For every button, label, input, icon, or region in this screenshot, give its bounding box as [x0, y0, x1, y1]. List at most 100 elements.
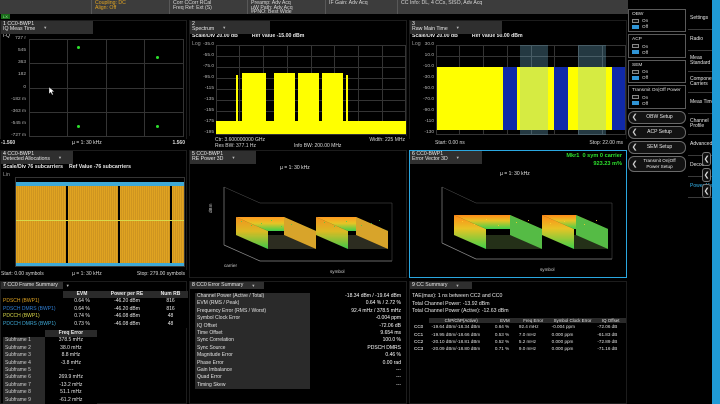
- panel-spectrum[interactable]: Scale/Div 20.00 dB Ref Value -15.00 dBm …: [189, 20, 407, 145]
- scroll-left-button-2[interactable]: ❮: [702, 168, 711, 182]
- iq-x-right: 1.560: [172, 139, 185, 146]
- panel-header-errorsummary[interactable]: 8 CC0 Error Summary ▼: [190, 282, 264, 290]
- table-row[interactable]: Subframe 3 8.8 mHz: [3, 352, 97, 360]
- table-row[interactable]: CC0 -19.64 dBm/-18.34 dBm 0.64 % 92.4 mH…: [412, 323, 626, 331]
- toggle-on-icon[interactable]: [632, 50, 639, 55]
- acp-on-option[interactable]: On: [632, 44, 682, 49]
- panel-re-power-3d[interactable]: µ = 1: 30 kHz: [189, 150, 407, 278]
- table-row[interactable]: CC1 -19.95 dBm/-18.66 dBm 0.53 % 7.0 mHz…: [412, 330, 626, 339]
- table-row[interactable]: Channel Power (Active / Total) -18.34 dBm…: [195, 293, 403, 301]
- col-blank: [412, 318, 430, 324]
- panel-header-spectrum[interactable]: 2 Spectrum ▼: [190, 21, 270, 34]
- chevron-down-icon[interactable]: ▼: [222, 24, 227, 30]
- panel-title: CC0 Frame Summary: [7, 282, 58, 288]
- table-row[interactable]: Sync Source PDSCH DMRS: [195, 344, 403, 353]
- table-row[interactable]: PDCCH DMRS (BWP1) 0.73 % -46.08 dBm 48: [1, 320, 188, 329]
- row-label: Subframe 9: [3, 396, 45, 404]
- toggle-on-icon[interactable]: [632, 101, 639, 106]
- toggle-off-icon[interactable]: [632, 18, 639, 23]
- y-tick: -95.0: [203, 75, 214, 80]
- chevron-down-icon[interactable]: ▼: [58, 154, 62, 160]
- table-row[interactable]: Subframe 4 -3.8 mHz: [3, 359, 97, 368]
- table-row[interactable]: Frequency Error (RMS / Worst) 92.4 mHz / …: [195, 307, 403, 316]
- panel-iq-meas-time[interactable]: 727 r 545 363 182 0 -182 m -363 m -545 m…: [0, 20, 187, 145]
- panel-header-alloc[interactable]: 4 CC0-BWP1 Detected Allocations ▼: [1, 151, 73, 164]
- chevron-down-icon[interactable]: ▼: [231, 154, 236, 160]
- chevron-down-icon[interactable]: ▼: [251, 283, 256, 288]
- chevron-down-icon[interactable]: ▼: [43, 24, 48, 30]
- table-row[interactable]: PDSCH DMRS (BWP1) 0.64 % -46.20 dBm 816: [1, 305, 188, 314]
- panel-detected-allocations[interactable]: Scale/Div 76 subcarriers Ref Value -76 s…: [0, 150, 187, 278]
- rawtime-grid: [436, 45, 626, 135]
- panel-header-repower[interactable]: 5 CC0-BWP1 RE Power 3D ▼: [190, 151, 256, 164]
- panel-cc-summary[interactable]: 9 CC Summary ▼ TAE(max): 1 ns between CC…: [409, 281, 627, 404]
- table-row[interactable]: Subframe 6 269.9 mHz: [3, 374, 97, 382]
- panel-subtitle: IQ Meas Time: [3, 26, 36, 33]
- obw-group[interactable]: OBW On Off: [628, 9, 686, 33]
- table-row[interactable]: EVM (RMS / Peak) 0.64 % / 2.72 %: [195, 300, 403, 308]
- chevron-down-icon[interactable]: ▼: [455, 154, 460, 160]
- table-row[interactable]: Subframe 1 378.5 mHz: [3, 337, 97, 345]
- sem-off-option[interactable]: Off: [632, 75, 682, 80]
- y-tick: -545 m: [11, 121, 26, 126]
- transmit-off-option[interactable]: Off: [632, 101, 682, 106]
- obw-on-option[interactable]: On: [632, 18, 682, 23]
- acp-setup-button[interactable]: ❮ ACP Setup: [628, 125, 686, 139]
- scroll-left-button-1[interactable]: ❮: [702, 152, 711, 166]
- table-row[interactable]: Symbol Clock Error -0.004 ppm: [195, 315, 403, 323]
- sem-setup-button[interactable]: ❮ SEM Setup: [628, 140, 686, 154]
- marker-position: 0 sym 0 carrier: [582, 153, 623, 159]
- toggle-off-icon[interactable]: [632, 95, 639, 100]
- panel-frame-summary[interactable]: 7 CC0 Frame Summary ▼ EVM Power per RE N…: [0, 281, 188, 404]
- acp-off-option[interactable]: Off: [632, 50, 682, 55]
- panel-header-rawtime[interactable]: 3 Raw Main Time ▼: [410, 21, 502, 34]
- panel-header-ccsummary[interactable]: 9 CC Summary ▼: [410, 282, 472, 290]
- panel-error-vector-3d[interactable]: Mkr1 0 sym 0 carrier 923.23 m% µ = 1: 30…: [409, 150, 627, 278]
- acp-group[interactable]: ACP On Off: [628, 34, 686, 58]
- toggle-on-icon[interactable]: [632, 24, 639, 29]
- table-row[interactable]: Subframe 5 ---: [3, 367, 97, 375]
- panel-error-summary[interactable]: 8 CC0 Error Summary ▼ Channel Power (Act…: [189, 281, 407, 404]
- table-row[interactable]: Timing Skew ---: [195, 381, 403, 390]
- table-row[interactable]: Gain Imbalance ---: [195, 367, 403, 375]
- row-label: Gain Imbalance: [195, 367, 310, 375]
- table-row[interactable]: Time Offset 9.654 ms: [195, 330, 403, 338]
- table-row[interactable]: Subframe 9 -61.2 mHz: [3, 396, 97, 404]
- table-row[interactable]: Subframe 7 -13.2 mHz: [3, 381, 97, 390]
- rawtime-start: Start: 0.00 ns: [435, 139, 465, 146]
- toggle-off-icon[interactable]: [632, 69, 639, 74]
- panel-raw-main-time[interactable]: Scale/Div 20.00 dB Ref Value 50.00 dBm L…: [409, 20, 627, 145]
- panel-header-framesummary[interactable]: 7 CC0 Frame Summary ▼: [1, 282, 70, 290]
- transmit-onoff-power-setup-button[interactable]: ❮ Transmit On|Off Power Setup: [628, 155, 686, 172]
- table-row[interactable]: Sync Correlation 100.0 %: [195, 337, 403, 345]
- scroll-left-button-3[interactable]: ❮: [702, 184, 711, 198]
- table-row[interactable]: Phase Error 0.00 rad: [195, 359, 403, 368]
- chevron-down-icon[interactable]: ▼: [455, 24, 460, 30]
- obw-setup-button[interactable]: ❮ OBW Setup: [628, 110, 686, 124]
- table-row[interactable]: Subframe 8 51.1 mHz: [3, 389, 97, 397]
- panel-header-iq[interactable]: 1 CC0-BWP1 IQ Meas Time ▼: [1, 21, 93, 34]
- table-row[interactable]: PDSCH (BWP1) 0.64 % -46.20 dBm 816: [1, 298, 188, 306]
- table-row[interactable]: Subframe 2 38.0 mHz: [3, 344, 97, 353]
- toggle-on-icon[interactable]: [632, 75, 639, 80]
- row-value: -18.34 dBm / -19.64 dBm: [309, 293, 403, 301]
- row-chp: -20.09 dBm/-18.80 dBm: [429, 345, 493, 353]
- sem-on-option[interactable]: On: [632, 69, 682, 74]
- table-row[interactable]: CC3 -20.09 dBm/-18.80 dBm 0.71 % 9.0 mHz…: [412, 345, 626, 353]
- allocation-dmrs-top: [16, 182, 184, 186]
- table-row[interactable]: PDCCH (BWP1) 0.74 % -46.08 dBm 48: [1, 313, 188, 321]
- table-row[interactable]: CC2 -20.10 dBm/-18.81 dBm 0.52 % 5.2 mHz…: [412, 338, 626, 346]
- sem-group[interactable]: SEM On Off: [628, 59, 686, 84]
- table-row[interactable]: IQ Offset -72.06 dB: [195, 322, 403, 331]
- transmit-on-option[interactable]: On: [632, 95, 682, 100]
- chevron-down-icon[interactable]: ▼: [455, 283, 460, 288]
- row-label: Phase Error: [195, 359, 310, 368]
- transmit-onoff-power-group[interactable]: Transmit On|Off Power On Off: [628, 85, 686, 109]
- obw-off-option[interactable]: Off: [632, 24, 682, 29]
- panel-header-evm3d[interactable]: 6 CC0-BWP1 Error Vector 3D ▼: [410, 151, 482, 164]
- row-evm: 0.71 %: [492, 345, 517, 353]
- toggle-off-icon[interactable]: [632, 44, 639, 49]
- table-row[interactable]: Quad Error ---: [195, 374, 403, 382]
- table-row[interactable]: Magnitude Error 0.46 %: [195, 352, 403, 360]
- chevron-down-icon[interactable]: ▼: [65, 283, 70, 288]
